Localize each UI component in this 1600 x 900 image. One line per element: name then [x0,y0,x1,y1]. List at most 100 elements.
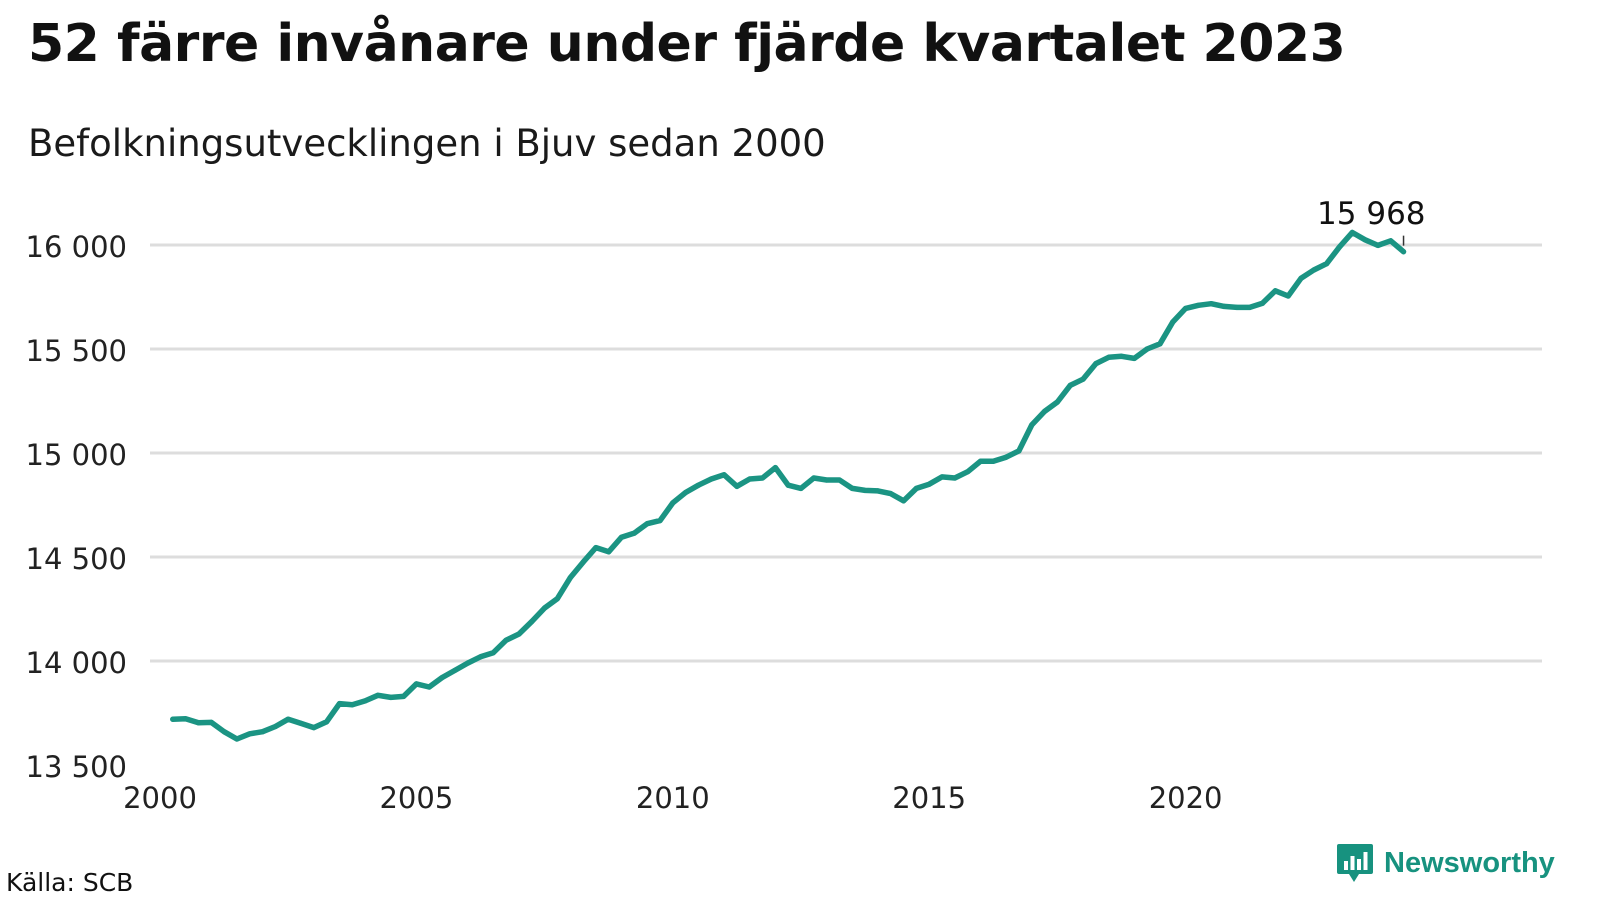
data-point [939,474,945,480]
x-tick-label: 2020 [1149,781,1223,815]
data-point [1041,408,1048,414]
end-value-label: 15 968 [1317,196,1425,232]
data-point [888,490,894,497]
brand-name: Newsworthy [1384,846,1555,879]
data-point [990,458,996,464]
data-point [606,549,612,555]
data-point [1272,288,1278,294]
data-point [1375,242,1381,249]
data-point [336,701,343,707]
data-point [234,736,240,742]
data-point [1093,360,1099,367]
data-point [1183,305,1189,312]
data-point [1349,229,1355,236]
data-point [1170,319,1176,325]
data-point [400,693,407,699]
data-point [759,475,766,481]
data-point [388,694,394,701]
data-point [670,500,676,506]
data-point [183,716,189,722]
data-point [1067,382,1073,388]
data-point [1285,293,1291,299]
data-point [977,458,984,464]
data-point [965,469,971,475]
data-point [900,498,907,504]
data-point [772,464,778,471]
x-axis-ticks: 2000 2005 2010 2015 2020 [123,781,1222,815]
data-point [272,723,278,730]
data-point [1208,301,1214,307]
data-point [503,637,509,643]
data-point [1054,399,1060,405]
y-axis-ticks: 13 500 14 000 14 500 15 000 15 500 16 000 [26,230,127,784]
x-tick-label: 2000 [123,781,197,815]
chart-subtitle: Befolkningsutvecklingen i Bjuv sedan 200… [28,122,826,165]
data-point [811,475,817,481]
data-point [413,681,419,687]
data-point [195,720,202,726]
data-point [926,481,932,487]
data-point [285,716,291,722]
data-point [657,518,663,524]
data-point [324,719,330,725]
data-point [631,530,637,536]
data-point [1029,422,1035,428]
grid-lines [150,243,1542,663]
data-point [849,485,855,491]
x-tick-label: 2005 [379,781,453,815]
data-point [567,575,573,581]
data-point [1388,238,1394,244]
y-tick-label: 15 000 [26,438,127,472]
data-point [477,654,484,660]
y-tick-label: 15 500 [26,334,127,368]
series-layer [170,229,1407,742]
data-point [734,483,740,489]
data-point [259,729,266,735]
y-tick-label: 16 000 [26,230,127,264]
bar-chart-bubble-icon [1337,844,1373,882]
data-point [439,675,445,681]
data-point [1311,267,1317,273]
data-point [1106,354,1112,360]
data-point [542,605,548,611]
brand-logo[interactable]: Newsworthy [1336,842,1555,884]
data-point [1016,448,1022,454]
data-point [695,482,702,488]
y-tick-label: 14 500 [26,542,127,576]
data-point [1259,300,1266,306]
data-point [375,692,381,698]
data-point [618,534,625,540]
y-tick-label: 13 500 [26,750,127,784]
x-tick-label: 2015 [892,781,966,815]
data-point [1247,304,1253,310]
data-point [644,521,650,527]
data-point [1221,303,1227,309]
data-point [1298,275,1304,281]
data-point [683,489,689,496]
chart-title: 52 färre invånare under fjärde kvartalet… [28,14,1346,74]
data-point [529,618,535,625]
data-point [721,472,727,478]
data-point [221,729,227,735]
data-point [1157,341,1163,347]
data-point [362,698,368,704]
data-point [1003,454,1009,460]
data-point [311,724,317,731]
data-point [1400,249,1407,255]
data-point [747,476,753,482]
data-point [1336,244,1343,250]
data-point [785,482,791,488]
x-tick-label: 2010 [636,781,710,815]
data-point [580,559,586,565]
data-point [1118,353,1125,359]
data-point [516,631,522,637]
source-note: Källa: SCB [6,868,134,897]
data-point [247,731,253,737]
data-point [1144,346,1150,352]
data-point [836,477,843,483]
data-point [1131,355,1137,361]
data-point [298,720,304,727]
data-point [824,477,830,483]
y-tick-label: 14 000 [26,646,127,680]
